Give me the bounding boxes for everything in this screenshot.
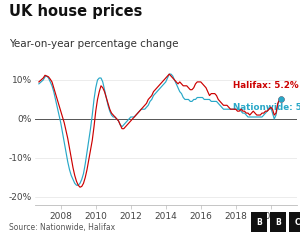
Text: Source: Nationwide, Halifax: Source: Nationwide, Halifax [9,223,115,232]
Text: B: B [256,218,262,227]
Text: UK house prices: UK house prices [9,4,142,18]
Text: Year-on-year percentage change: Year-on-year percentage change [9,39,178,49]
Text: C: C [294,218,300,227]
Text: Nationwide: 5%: Nationwide: 5% [233,103,300,112]
Text: Halifax: 5.2%: Halifax: 5.2% [233,81,299,90]
Text: B: B [275,218,281,227]
